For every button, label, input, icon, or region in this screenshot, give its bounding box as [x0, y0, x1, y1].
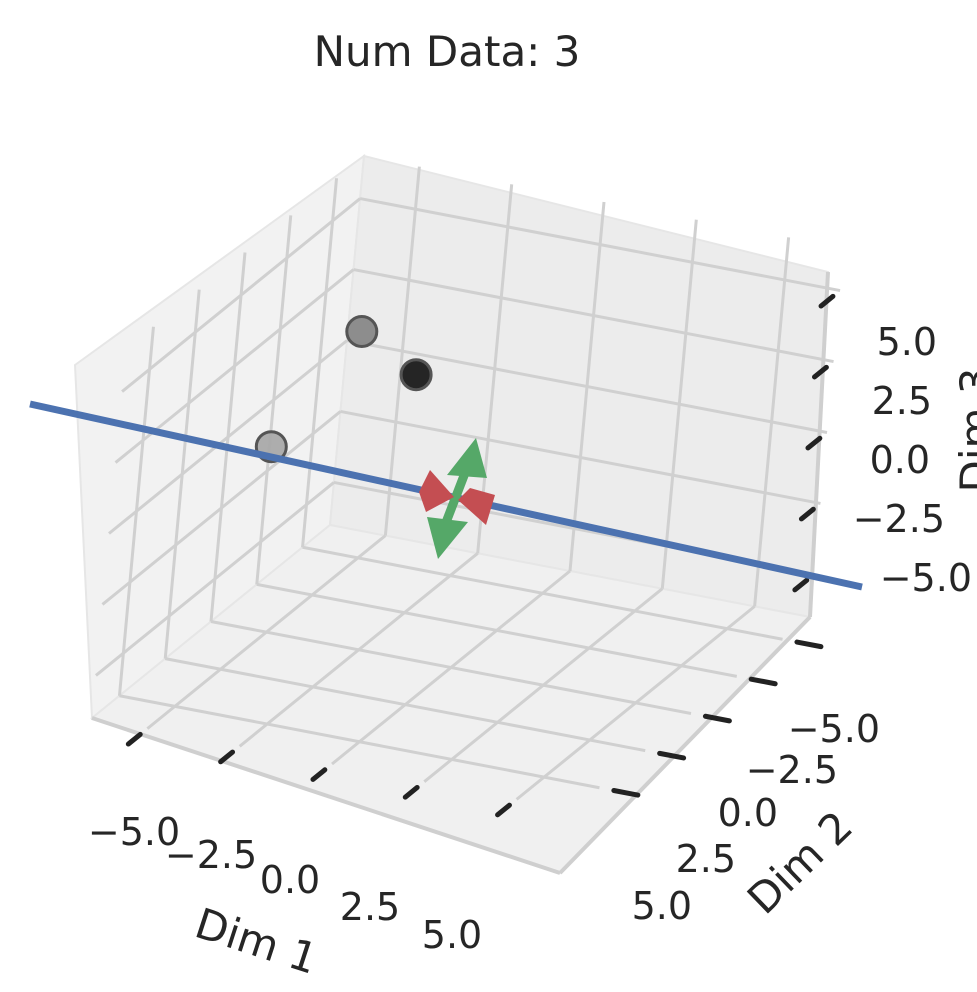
gridlines: [94, 166, 841, 801]
gridline-back-x: [753, 237, 791, 607]
gridline-back-z: [359, 197, 841, 293]
x-tick-label: 0.0: [260, 858, 320, 902]
y-tick-label: 0.0: [718, 791, 778, 835]
x-tick-mark: [125, 731, 143, 747]
gridline-left-z: [108, 339, 348, 535]
z-tick-mark: [798, 506, 816, 522]
z-tick-label: −2.5: [853, 497, 945, 541]
x-tick-mark: [218, 749, 236, 765]
gridline-floor-x: [515, 605, 756, 801]
z-tick-label: 0.0: [870, 438, 930, 482]
green-arrows: [427, 438, 487, 559]
y-tick-mark: [657, 750, 687, 761]
x-tick-mark: [495, 802, 512, 818]
axis-edge-y: [558, 615, 812, 875]
gridline-floor-y: [119, 694, 600, 790]
z-tick-mark: [805, 435, 823, 451]
axis-edge-x: [91, 716, 561, 875]
z-axis-label: Dim 3: [951, 368, 977, 493]
green-arrow-head-down: [427, 517, 468, 559]
z-tick-label: 2.5: [872, 379, 932, 423]
red-arrows: [419, 470, 495, 525]
gridline-back-z: [346, 339, 828, 434]
x-tick-label: 2.5: [340, 885, 400, 929]
y-tick-mark: [748, 676, 778, 687]
gridline-left-y: [163, 289, 201, 659]
chart-title: Num Data: 3: [314, 27, 581, 76]
green-arrow-head-up: [447, 438, 487, 478]
y-tick-mark: [611, 787, 641, 798]
x-tick-mark: [310, 767, 328, 782]
red-arrow-head-left: [419, 470, 454, 512]
gridline-back-x: [660, 219, 698, 589]
z-tick-labels: 5.0 2.5 0.0 −2.5 −5.0: [853, 320, 972, 600]
x-axis-label: Dim 1: [189, 899, 323, 984]
gridline-floor-y: [210, 620, 692, 715]
red-arrow-head-right: [458, 488, 495, 525]
tick-marks: [125, 293, 836, 818]
y-tick-labels: −5.0 −2.5 0.0 2.5 5.0: [632, 707, 880, 928]
gridline-left-y: [117, 326, 155, 696]
gridline-left-z: [121, 197, 362, 393]
z-tick-mark: [818, 293, 836, 309]
x-tick-label: −2.5: [165, 833, 257, 877]
z-tick-label: 5.0: [877, 320, 937, 364]
gridline-back-z: [353, 268, 834, 364]
x-tick-label: −5.0: [88, 810, 180, 854]
z-tick-mark: [811, 364, 829, 380]
axis-edge-z: [808, 271, 830, 618]
y-tick-mark: [794, 639, 824, 650]
x-tick-mark: [402, 784, 420, 800]
data-point: [399, 358, 433, 392]
y-tick-label: 2.5: [676, 837, 736, 881]
x-tick-label: 5.0: [422, 913, 482, 957]
y-tick-mark: [702, 713, 732, 724]
gridline-floor-x: [423, 587, 664, 783]
z-tick-mark: [792, 577, 810, 593]
data-point: [345, 315, 379, 348]
y-tick-label: −5.0: [788, 707, 880, 751]
y-tick-label: 5.0: [632, 884, 692, 928]
gridline-floor-y: [164, 657, 646, 753]
z-tick-label: −5.0: [880, 556, 972, 600]
y-tick-label: −2.5: [746, 748, 838, 792]
x-tick-labels: −5.0 −2.5 0.0 2.5 5.0: [88, 810, 482, 957]
